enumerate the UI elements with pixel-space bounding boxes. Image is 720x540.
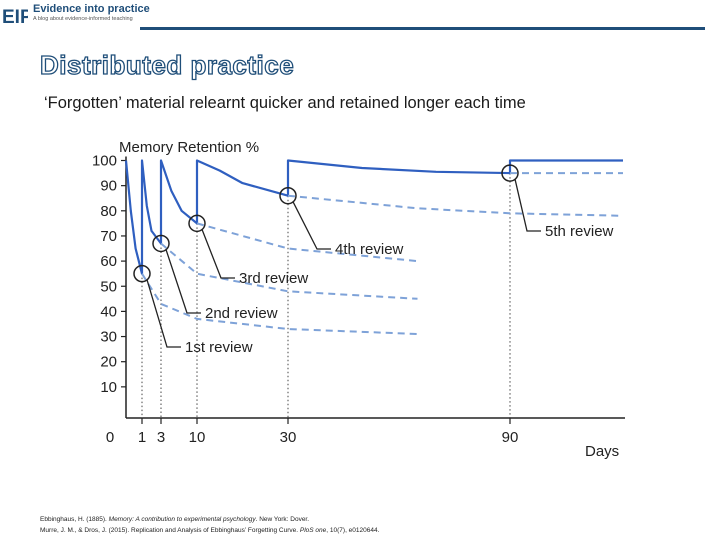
reference-2: Murre, J. M., & Dros, J. (2015). Replica… bbox=[40, 527, 380, 534]
reference-1: Ebbinghaus, H. (1885). Memory: A contrib… bbox=[40, 516, 310, 523]
chart-title: Memory Retention % bbox=[119, 139, 259, 156]
y-tick-label: 30 bbox=[100, 329, 117, 346]
header: EIP Evidence into practice A blog about … bbox=[0, 0, 720, 32]
review-marker-circle bbox=[152, 234, 170, 253]
review-label: 2nd review bbox=[205, 305, 278, 322]
x-tick-label: 0 bbox=[106, 429, 114, 446]
review-leader-line bbox=[514, 178, 541, 232]
y-tick-label: 100 bbox=[92, 153, 117, 170]
brand-title: Evidence into practice bbox=[33, 3, 150, 15]
x-tick-label: 3 bbox=[157, 429, 165, 446]
review-label: 1st review bbox=[185, 339, 253, 356]
retention-chart-svg: Memory Retention % Days 1020304050607080… bbox=[92, 139, 625, 460]
logo-text: EIP bbox=[2, 7, 28, 28]
y-tick-label: 20 bbox=[100, 354, 117, 371]
chart: Memory Retention % Days 10 20 30 40 50 60 70 80… bbox=[85, 128, 633, 472]
slide-subtitle: ‘Forgotten’ material relearnt quicker an… bbox=[44, 94, 526, 112]
x-tick-label: 10 bbox=[189, 429, 206, 446]
forgetting-curve-dashed-1 bbox=[141, 273, 418, 335]
review-leader-line bbox=[292, 201, 331, 250]
retention-curve-solid bbox=[124, 159, 623, 275]
review-marker-circle bbox=[188, 214, 206, 233]
forgetting-curve-dashed-3 bbox=[196, 222, 418, 263]
review-label: 5th review bbox=[545, 223, 614, 240]
slide-title: Distributed practice bbox=[39, 49, 295, 80]
y-tick-label: 50 bbox=[100, 278, 117, 295]
header-divider bbox=[140, 27, 705, 30]
x-tick-label: 90 bbox=[502, 429, 519, 446]
review-marker-circle bbox=[501, 164, 519, 182]
x-tick-label: 1 bbox=[138, 429, 146, 446]
x-axis-label: Days bbox=[585, 443, 619, 460]
forgetting-curve-dashed-2 bbox=[160, 242, 418, 300]
brand-tagline: A blog about evidence-informed teaching bbox=[33, 16, 133, 22]
y-tick-label: 90 bbox=[100, 178, 117, 195]
review-leader-line bbox=[201, 229, 235, 279]
review-leader-line bbox=[165, 249, 201, 314]
review-marker-circle bbox=[279, 186, 297, 205]
y-tick-label: 60 bbox=[100, 253, 117, 270]
review-label: 3rd review bbox=[239, 270, 308, 287]
references: Ebbinghaus, H. (1885). Memory: A contrib… bbox=[40, 514, 379, 536]
forgetting-curve-dashed-4 bbox=[287, 194, 624, 217]
review-leader-line bbox=[146, 279, 181, 348]
y-tick-label: 70 bbox=[100, 228, 117, 245]
review-label: 4th review bbox=[335, 241, 404, 258]
y-tick-label: 80 bbox=[100, 203, 117, 220]
eip-logo: EIP bbox=[2, 7, 28, 28]
y-tick-label: 40 bbox=[100, 303, 117, 320]
x-tick-label: 30 bbox=[280, 429, 297, 446]
review-marker-circle bbox=[133, 264, 151, 283]
y-tick-label: 10 bbox=[100, 379, 117, 396]
